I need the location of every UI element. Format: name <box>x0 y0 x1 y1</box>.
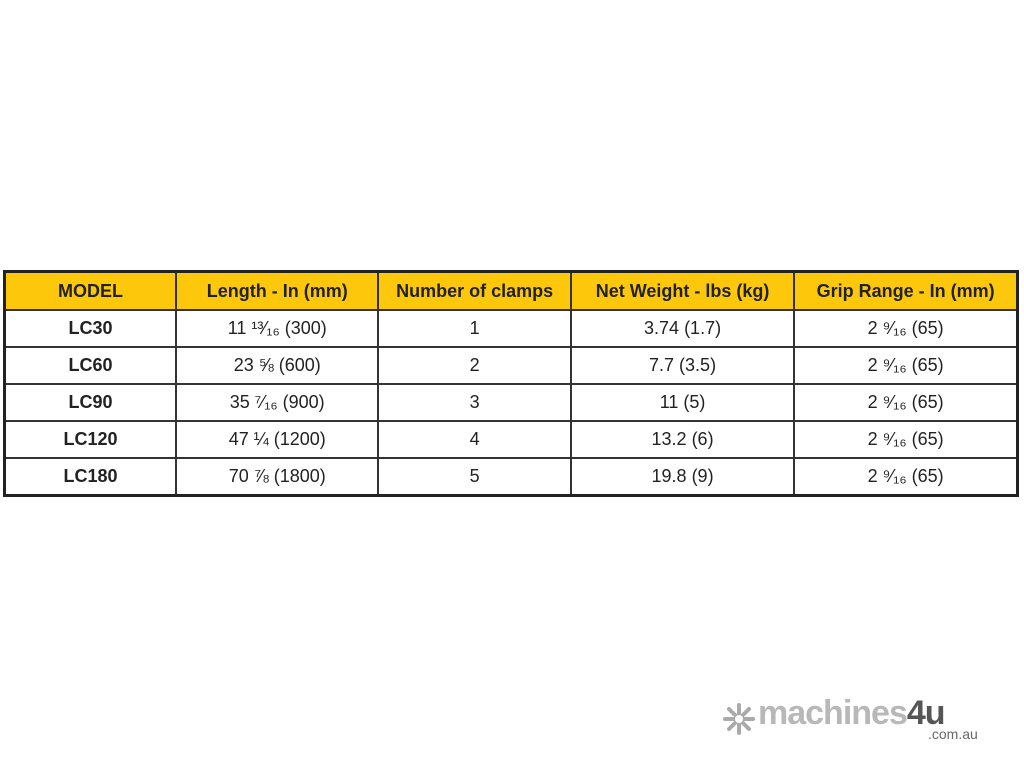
cell-model: LC60 <box>3 346 178 385</box>
table-row: LC30 11 ¹³⁄₁₆ (300) 1 3.74 (1.7) 2 ⁹⁄₁₆ (65) <box>3 309 1019 348</box>
cell-weight: 13.2 (6) <box>569 420 796 459</box>
header-model: MODEL <box>3 270 178 311</box>
cell-grip: 2 ⁹⁄₁₆ (65) <box>793 383 1019 422</box>
cell-model: LC120 <box>3 420 178 459</box>
cell-length: 11 ¹³⁄₁₆ (300) <box>175 309 380 348</box>
cell-grip: 2 ⁹⁄₁₆ (65) <box>793 457 1019 497</box>
header-length: Length - In (mm) <box>175 270 380 311</box>
machines4u-watermark: machines4u .com.au <box>722 694 992 746</box>
snowflake-arrows-icon <box>723 703 755 735</box>
cell-weight: 19.8 (9) <box>569 457 796 497</box>
cell-model: LC180 <box>3 457 178 497</box>
header-weight: Net Weight - lbs (kg) <box>569 270 796 311</box>
cell-clamps: 5 <box>377 457 572 497</box>
cell-grip: 2 ⁹⁄₁₆ (65) <box>793 309 1019 348</box>
cell-weight: 3.74 (1.7) <box>569 309 796 348</box>
table-row: LC120 47 ¼ (1200) 4 13.2 (6) 2 ⁹⁄₁₆ (65) <box>3 420 1019 459</box>
brand-accent: 4u <box>906 694 946 732</box>
cell-length: 47 ¼ (1200) <box>175 420 380 459</box>
header-clamps: Number of clamps <box>377 270 572 311</box>
cell-length: 35 ⁷⁄₁₆ (900) <box>175 383 380 422</box>
cell-model: LC90 <box>3 383 178 422</box>
cell-clamps: 2 <box>377 346 572 385</box>
cell-grip: 2 ⁹⁄₁₆ (65) <box>793 420 1019 459</box>
table-row: LC60 23 ⅝ (600) 2 7.7 (3.5) 2 ⁹⁄₁₆ (65) <box>3 346 1019 385</box>
cell-grip: 2 ⁹⁄₁₆ (65) <box>793 346 1019 385</box>
spec-table: MODEL Length - In (mm) Number of clamps … <box>3 270 1019 497</box>
cell-weight: 11 (5) <box>569 383 796 422</box>
cell-clamps: 3 <box>377 383 572 422</box>
header-grip: Grip Range - In (mm) <box>793 270 1019 311</box>
header-row: MODEL Length - In (mm) Number of clamps … <box>3 270 1019 311</box>
cell-clamps: 1 <box>377 309 572 348</box>
brand-name: machines4u <box>758 694 946 733</box>
table-row: LC180 70 ⅞ (1800) 5 19.8 (9) 2 ⁹⁄₁₆ (65) <box>3 457 1019 497</box>
table-row: LC90 35 ⁷⁄₁₆ (900) 3 11 (5) 2 ⁹⁄₁₆ (65) <box>3 383 1019 422</box>
cell-length: 70 ⅞ (1800) <box>175 457 380 497</box>
brand-domain: .com.au <box>928 726 978 742</box>
cell-weight: 7.7 (3.5) <box>569 346 796 385</box>
brand-main: machines <box>758 694 908 732</box>
cell-clamps: 4 <box>377 420 572 459</box>
cell-model: LC30 <box>3 309 178 348</box>
cell-length: 23 ⅝ (600) <box>175 346 380 385</box>
